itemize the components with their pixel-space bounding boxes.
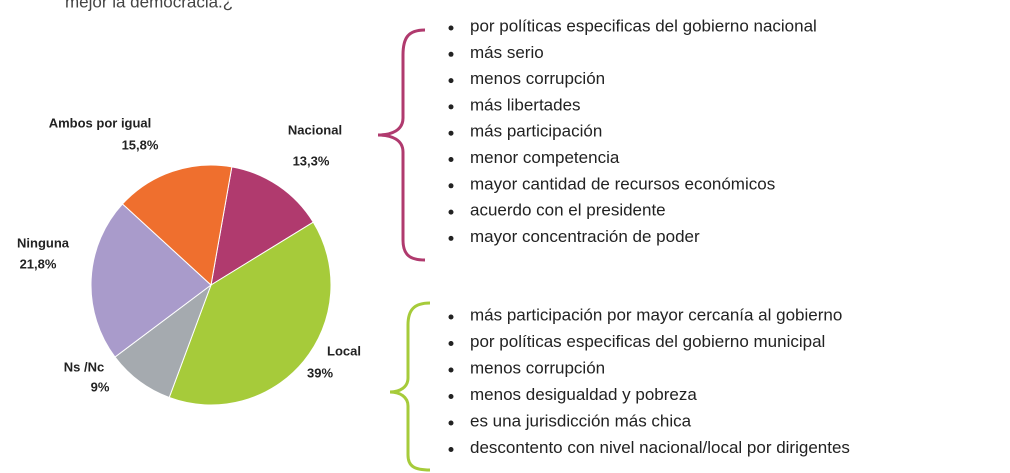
bullet — [448, 209, 454, 215]
bullet — [448, 341, 454, 346]
pie-slice — [210, 166, 314, 287]
brace-local — [389, 301, 431, 472]
list-item: más serio — [470, 43, 544, 62]
bullet — [448, 394, 454, 399]
slice-name: Local — [327, 343, 361, 358]
slice-value: 15,8% — [122, 137, 159, 152]
list-item: acuerdo con el presidente — [470, 201, 666, 220]
bullet — [448, 420, 454, 426]
slice-name: Ninguna — [17, 235, 70, 250]
list-item: menos corrupción — [470, 358, 605, 377]
slice-name: Ns /Nc — [64, 359, 104, 374]
list-item: mayor concentración de poder — [470, 227, 700, 246]
bullet — [448, 104, 454, 110]
list-item: es una jurisdicción más chica — [470, 411, 692, 430]
list-item: más libertades — [470, 95, 581, 114]
list-item: descontento con nivel nacional/local por… — [470, 438, 850, 457]
slice-name: Ambos por igual — [49, 115, 152, 130]
slice-value: 9% — [91, 379, 110, 394]
list-item: por políticas especificas del gobierno n… — [470, 16, 817, 35]
bullet — [448, 235, 454, 241]
bullet — [448, 130, 454, 136]
bullet — [448, 78, 454, 84]
list-item: más participación — [470, 122, 602, 141]
pie-slice — [121, 164, 233, 286]
bullet — [448, 314, 454, 320]
slice-value: 21,8% — [20, 256, 57, 271]
subtitle: mejor la democracia.¿ — [65, 0, 233, 11]
bullet — [448, 51, 454, 57]
brace-nacional — [377, 28, 426, 262]
list-item: mayor cantidad de recursos económicos — [470, 174, 775, 193]
slice-name: Nacional — [288, 122, 342, 137]
pie-slice — [90, 203, 212, 358]
list-item: menos corrupción — [470, 69, 605, 88]
slice-value: 13,3% — [293, 153, 330, 168]
bullet — [448, 367, 454, 373]
list-item: por políticas especificas del gobierno m… — [470, 332, 825, 351]
pie-slice — [168, 221, 332, 406]
bullet — [448, 157, 454, 162]
bullet — [448, 25, 454, 31]
bullet — [448, 183, 454, 189]
slice-value: 39% — [307, 365, 333, 380]
list-item: menor competencia — [470, 148, 620, 167]
list-item: más participación por mayor cercanía al … — [470, 305, 842, 324]
list-item: menos desigualdad y pobreza — [470, 385, 697, 404]
bullet — [448, 447, 454, 452]
